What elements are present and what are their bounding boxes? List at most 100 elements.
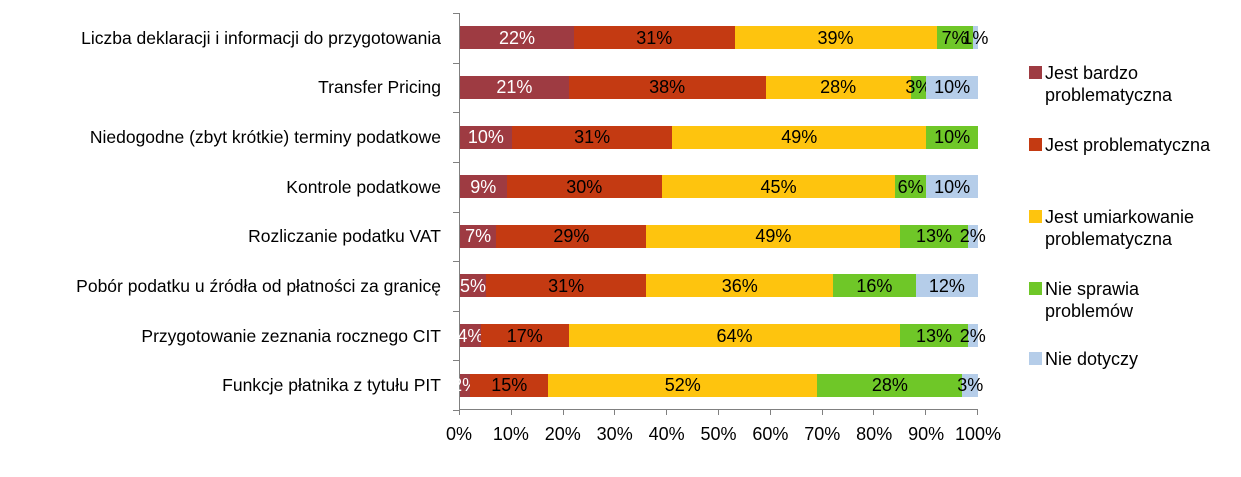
x-axis-tick (562, 410, 564, 415)
bar-segment: 10% (926, 125, 978, 149)
bar-segment-value: 9% (470, 176, 497, 197)
bar-segment-value: 30% (566, 176, 603, 197)
bar-segment-value: 5% (459, 275, 486, 296)
bar-row: 22% 31% 39% 7% 1% (460, 26, 988, 50)
bar-segment-value: 7% (465, 226, 492, 247)
legend-label: Jest umiarkowanie problematyczna (1045, 207, 1195, 249)
bar-segment-value: 15% (491, 375, 528, 396)
bar-segment-value: 52% (664, 375, 701, 396)
category-label: Pobór podatku u źródła od płatności za g… (76, 276, 441, 296)
legend-swatch (1029, 66, 1042, 79)
bar-segment-value: 10% (467, 127, 504, 148)
bar-segment-value: 10% (934, 176, 971, 197)
bar-row: 21% 38% 28% 3% 10% (460, 75, 978, 99)
legend-item: Nie sprawia problemów (1029, 278, 1239, 322)
x-axis-tick-label: 10% (492, 424, 529, 444)
bar-segment: 7% (460, 224, 497, 248)
x-axis-tick-label: 20% (544, 424, 581, 444)
category-label: Liczba deklaracji i informacji do przygo… (81, 28, 441, 48)
bar-segment: 31% (511, 125, 673, 149)
bar-segment-value: 3% (957, 375, 984, 396)
bar-segment-value: 64% (716, 325, 753, 346)
y-axis-tick (453, 13, 459, 14)
bar-segment-value: 13% (915, 325, 952, 346)
legend-item: Nie dotyczy (1029, 348, 1239, 370)
bar-segment: 3% (957, 373, 983, 397)
category-axis: Liczba deklaracji i informacji do przygo… (0, 13, 450, 410)
bar-segment: 4% (457, 324, 483, 348)
bar-segment: 36% (646, 274, 833, 298)
x-axis-tick (769, 410, 771, 415)
bar-segment-value: 31% (574, 127, 611, 148)
category-label: Funkcje płatnika z tytułu PIT (222, 375, 441, 395)
bar-segment-value: 31% (548, 275, 585, 296)
y-axis-tick (453, 410, 459, 411)
plot-area: 22% 31% 39% 7% 1% 21% 38% 28% 3% 10% 10% 31% 49% 10% 9… (452, 13, 988, 415)
bar-segment: 1% (962, 26, 988, 50)
x-axis-tick (614, 410, 616, 415)
bar-segment: 5% (459, 274, 486, 298)
x-axis-tick (925, 410, 927, 415)
bar-segment: 29% (496, 224, 647, 248)
x-axis-tick-label: 50% (700, 424, 737, 444)
legend-swatch (1029, 138, 1042, 151)
legend-swatch (1029, 352, 1042, 365)
bar-segment-value: 22% (498, 27, 535, 48)
y-axis-tick (453, 261, 459, 262)
x-axis-tick (977, 410, 978, 415)
legend-item: Jest problematyczna (1029, 134, 1239, 156)
bar-segment: 13% (900, 224, 968, 248)
bar-segment-value: 1% (962, 27, 989, 48)
category-label: Przygotowanie zeznania rocznego CIT (141, 326, 441, 346)
bar-segment: 15% (470, 373, 549, 397)
bar-row: 9% 30% 45% 6% 10% (460, 175, 978, 199)
category-label: Niedogodne (zbyt krótkie) terminy podatk… (89, 127, 441, 147)
bar-segment: 10% (460, 125, 512, 149)
bar-segment: 30% (506, 175, 662, 199)
bar-segment: 3% (905, 75, 931, 99)
legend-swatch (1029, 282, 1042, 295)
bar-row: 5% 31% 36% 16% 12% (459, 274, 978, 298)
x-axis-tick-label: 40% (648, 424, 685, 444)
x-axis-tick-label: 60% (752, 424, 789, 444)
bar-segment-value: 28% (820, 77, 857, 98)
bar-segment-value: 10% (934, 77, 971, 98)
category-label: Transfer Pricing (318, 77, 441, 97)
bar-segment-value: 3% (905, 77, 932, 98)
legend-label: Jest bardzo problematyczna (1045, 63, 1173, 105)
bar-segment-value: 38% (649, 77, 686, 98)
x-axis-tick (666, 410, 668, 415)
bar-segment-value: 45% (760, 176, 797, 197)
bar-segment-value: 28% (871, 375, 908, 396)
bar-segment: 52% (548, 373, 818, 397)
bar-segment: 9% (460, 175, 507, 199)
x-axis-tick (459, 410, 460, 415)
bar-row: 4% 17% 64% 13% 2% (457, 324, 986, 348)
bar-segment-value: 39% (817, 27, 854, 48)
bar-segment-value: 7% (941, 27, 968, 48)
bar-row: 2% 15% 52% 28% 3% (452, 373, 983, 397)
bar-segment-value: 2% (959, 226, 986, 247)
legend-swatch (1029, 210, 1042, 223)
bar-segment: 64% (568, 324, 901, 348)
bar-segment-value: 36% (721, 275, 758, 296)
bar-segment-value: 21% (496, 77, 533, 98)
bar-segment-value: 17% (506, 325, 543, 346)
bar-segment: 2% (452, 373, 478, 397)
bar-segment: 49% (672, 125, 927, 149)
bar-row: 7% 29% 49% 13% 2% (460, 224, 986, 248)
category-label: Rozliczanie podatku VAT (248, 226, 441, 246)
bar-segment: 38% (568, 75, 766, 99)
bar-segment: 31% (485, 274, 647, 298)
bar-segment: 17% (480, 324, 569, 348)
bar-segment: 2% (960, 224, 986, 248)
y-axis-tick (453, 63, 459, 64)
bar-segment: 28% (817, 373, 963, 397)
bar-segment: 12% (915, 274, 978, 298)
x-axis-tick-label: 70% (804, 424, 841, 444)
legend: Jest bardzo problematyczna Jest problematy… (1029, 62, 1239, 370)
bar-segment: 39% (734, 26, 937, 50)
bar-segment: 10% (926, 75, 978, 99)
bar-segment-value: 31% (636, 27, 673, 48)
bar-segment-value: 2% (959, 325, 986, 346)
